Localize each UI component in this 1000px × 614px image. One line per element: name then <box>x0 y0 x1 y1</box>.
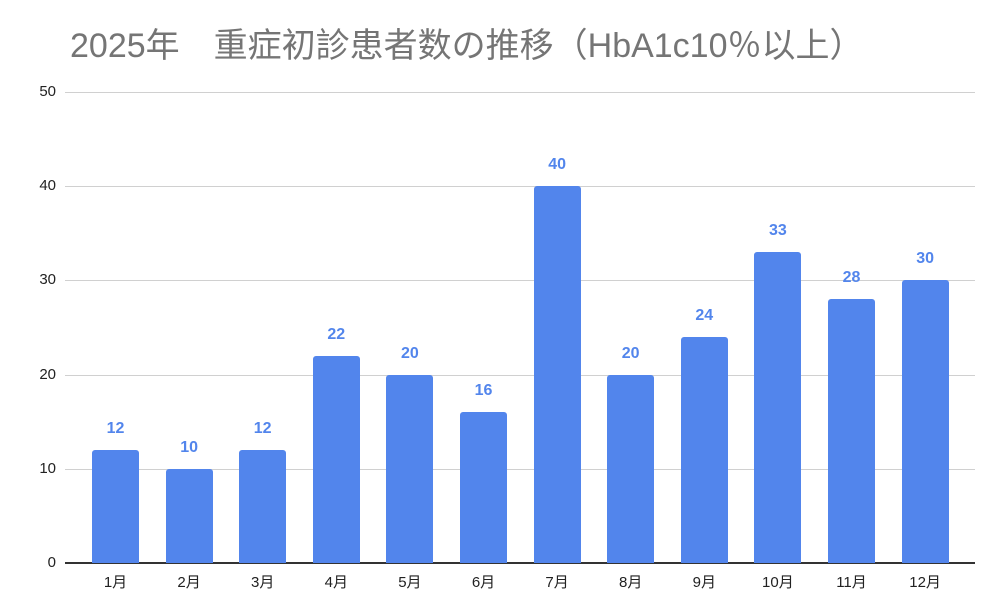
bar <box>754 252 802 563</box>
bar <box>312 355 360 563</box>
x-tick-label: 5月 <box>398 574 422 591</box>
x-tick-label: 4月 <box>324 574 348 591</box>
data-label: 28 <box>842 269 861 287</box>
bar <box>165 468 213 563</box>
bar <box>680 336 728 563</box>
x-tick-label: 3月 <box>251 574 275 591</box>
bar <box>460 412 507 563</box>
data-label: 16 <box>474 382 493 400</box>
y-tick-label: 40 <box>39 177 56 195</box>
data-label: 12 <box>253 419 272 437</box>
data-label: 20 <box>400 344 419 362</box>
gridline <box>65 374 975 376</box>
data-label: 12 <box>106 419 125 437</box>
x-tick-label: 1月 <box>103 574 128 591</box>
x-tick-label: 9月 <box>692 574 716 591</box>
bar <box>386 374 434 563</box>
data-label: 40 <box>548 156 566 174</box>
bar <box>828 299 875 563</box>
gridline <box>65 92 975 93</box>
x-tick-label: 2月 <box>177 574 201 591</box>
data-label: 30 <box>916 250 934 268</box>
data-label: 20 <box>621 344 640 362</box>
gridline <box>65 186 975 188</box>
x-tick-label: 12月 <box>909 574 941 591</box>
chart-title: 2025年 重症初診患者数の推移（HbA1c10％以上） <box>70 27 864 65</box>
x-tick-label: 10月 <box>762 574 794 591</box>
bar <box>92 449 139 563</box>
x-tick-label: 7月 <box>545 574 569 591</box>
gridline <box>65 468 975 470</box>
data-label: 33 <box>768 222 787 240</box>
x-tick-label: 6月 <box>471 574 496 591</box>
bar <box>607 374 655 563</box>
data-label: 10 <box>180 438 198 456</box>
x-axis-line <box>65 562 975 564</box>
data-label: 22 <box>327 325 346 343</box>
bar <box>239 449 287 563</box>
data-label: 24 <box>695 306 714 324</box>
y-tick-label: 50 <box>39 83 56 100</box>
y-tick-label: 10 <box>39 459 56 477</box>
x-tick-label: 11月 <box>836 574 867 591</box>
x-tick-label: 8月 <box>619 574 643 591</box>
bar <box>533 186 581 563</box>
y-tick-label: 30 <box>39 271 56 289</box>
gridline <box>65 280 975 282</box>
y-tick-label: 20 <box>39 365 56 383</box>
y-tick-label: 0 <box>47 554 56 571</box>
bar <box>901 280 949 563</box>
